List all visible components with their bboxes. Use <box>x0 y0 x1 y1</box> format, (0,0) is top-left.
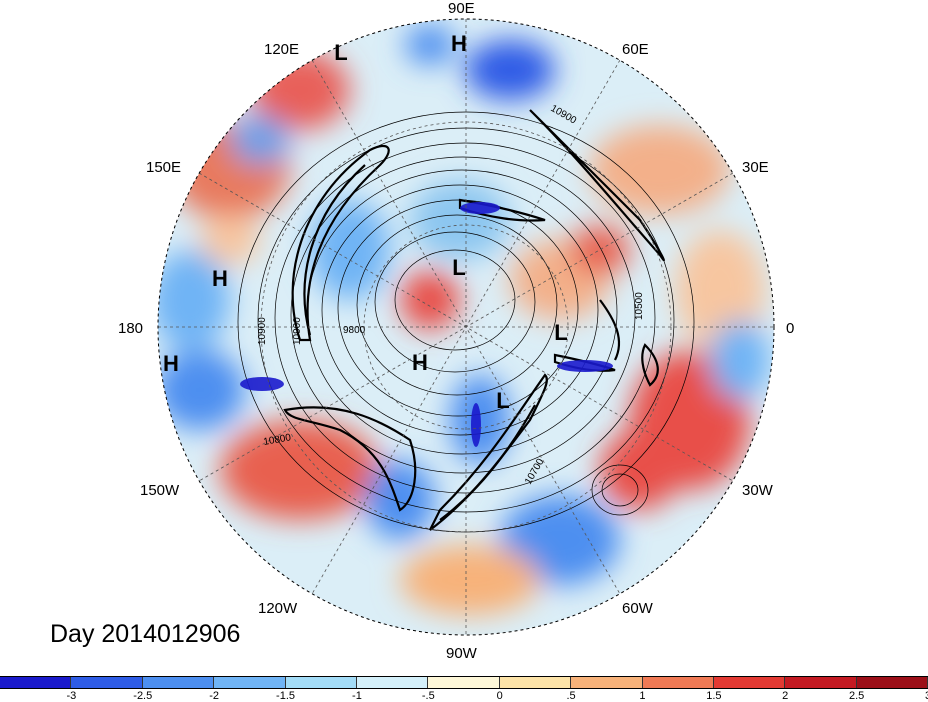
contour-label: 9800 <box>343 325 366 336</box>
colorbar-tick-label: .5 <box>566 690 576 702</box>
pressure-center-label: H <box>412 350 428 375</box>
colorbar-segment <box>356 677 429 688</box>
date-title: Day 2014012906 <box>50 620 241 648</box>
colorbar-segment <box>785 677 857 688</box>
contour-label: 10800 <box>263 432 293 448</box>
colorbar-segment <box>713 677 786 688</box>
pressure-center-label: H <box>163 351 179 376</box>
pressure-centers: H L H H L H L L <box>163 31 568 413</box>
colorbar-tick-label: 1 <box>639 690 646 702</box>
longitude-label-90e: 90E <box>448 0 475 17</box>
colorbar-tick-label: 0 <box>496 690 503 702</box>
colorbar-segment <box>499 677 572 688</box>
pressure-center-label: H <box>212 266 228 291</box>
longitude-label-30w: 30W <box>742 482 773 499</box>
colorbar-tick-label: -1.5 <box>276 690 296 702</box>
colorbar-segment <box>285 677 357 688</box>
longitude-label-120w: 120W <box>258 600 298 617</box>
colorbar-segment <box>856 677 928 688</box>
longitude-label-60w: 60W <box>622 600 653 617</box>
colorbar-segment <box>571 677 643 688</box>
graticule <box>158 19 774 635</box>
colorbar-tick-label: -2 <box>209 690 220 702</box>
longitude-label-180: 180 <box>118 320 144 337</box>
colorbar-tick-label: -1 <box>352 690 362 702</box>
anomaly-field <box>158 19 774 635</box>
colorbar <box>0 676 928 689</box>
contour-label: 10900 <box>292 317 303 345</box>
pressure-center-label: L <box>334 40 347 65</box>
colorbar-tick-label: -2.5 <box>133 690 153 702</box>
contour-label: 10500 <box>634 292 645 320</box>
colorbar-tick-label: 2.5 <box>848 690 865 702</box>
longitude-label-30e: 30E <box>742 159 769 176</box>
longitude-label-0: 0 <box>786 320 795 337</box>
pressure-center-label: L <box>496 388 509 413</box>
pressure-center-label: H <box>451 31 467 56</box>
pressure-center-label: L <box>554 320 567 345</box>
longitude-label-90w: 90W <box>446 645 477 662</box>
colorbar-segment <box>0 677 72 688</box>
colorbar-tick-label: 1.5 <box>706 690 722 702</box>
colorbar-segment <box>428 677 500 688</box>
contour-label: 10900 <box>257 317 268 345</box>
colorbar-segment <box>642 677 714 688</box>
colorbar-segment <box>142 677 215 688</box>
pressure-center-label: L <box>452 255 465 280</box>
colorbar-tick-label: -3 <box>66 690 77 702</box>
colorbar-tick-label: 3 <box>925 690 928 702</box>
colorbar-tick-label: -.5 <box>421 690 435 702</box>
colorbar-segment <box>214 677 286 688</box>
jet-contours <box>283 109 665 531</box>
colorbar-tick-label: 2 <box>782 690 789 702</box>
longitude-label-150w: 150W <box>140 482 180 499</box>
longitude-label-120e: 120E <box>264 41 300 58</box>
colorbar-segment <box>71 677 143 688</box>
longitude-label-150e: 150E <box>146 159 182 176</box>
longitude-label-60e: 60E <box>622 41 649 58</box>
